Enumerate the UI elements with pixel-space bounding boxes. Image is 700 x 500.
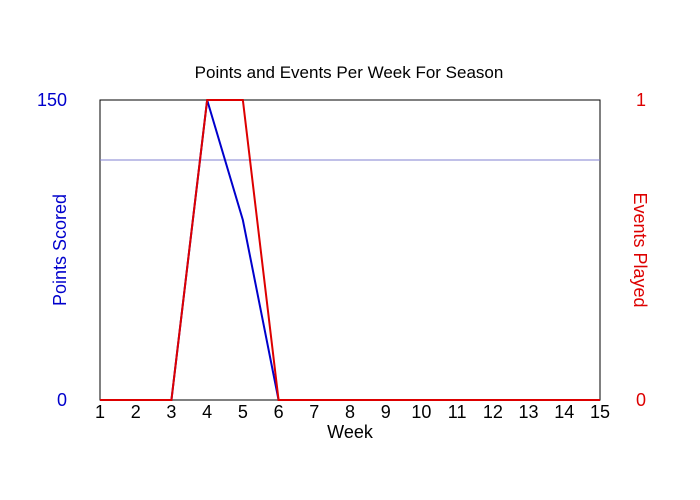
left-y-tick-labels: 0 150 (37, 90, 67, 410)
x-tick-label: 7 (309, 402, 319, 422)
left-y-tick-label: 150 (37, 90, 67, 110)
x-tick-label: 8 (345, 402, 355, 422)
left-y-tick-label: 0 (57, 390, 67, 410)
right-y-tick-label: 1 (636, 90, 646, 110)
x-tick-label: 11 (448, 402, 467, 422)
x-tick-label: 6 (274, 402, 284, 422)
left-y-axis-label: Points Scored (50, 194, 70, 306)
x-tick-label: 4 (202, 402, 212, 422)
points-scored-line (100, 99, 600, 401)
x-tick-label: 1 (95, 402, 105, 422)
x-tick-label: 9 (381, 402, 391, 422)
x-tick-label: 14 (554, 402, 574, 422)
x-tick-label: 3 (166, 402, 176, 422)
x-tick-label: 10 (411, 402, 431, 422)
x-tick-label: 12 (483, 402, 503, 422)
x-tick-label: 13 (519, 402, 539, 422)
right-y-axis-label: Events Played (630, 192, 650, 307)
x-tick-label: 5 (238, 402, 248, 422)
x-axis-label: Week (327, 422, 374, 442)
events-played-line (100, 99, 600, 401)
x-tick-label: 15 (590, 402, 610, 422)
x-tick-labels: 1 2 3 4 5 6 7 8 9 10 11 12 13 14 15 (95, 402, 610, 422)
x-tick-label: 2 (131, 402, 141, 422)
right-y-tick-labels: 01 (636, 90, 646, 410)
plot-frame (99, 99, 601, 401)
chart-title: Points and Events Per Week For Season (195, 63, 504, 82)
right-y-tick-label: 0 (636, 390, 646, 410)
series-lines (100, 99, 600, 401)
